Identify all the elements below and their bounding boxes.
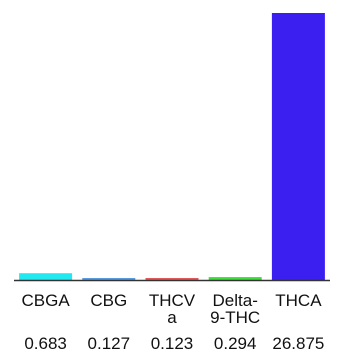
category-label-line: CBGA: [22, 291, 71, 310]
value-labels-group: 0.683 0.127 0.123 0.294 26.875: [24, 334, 324, 353]
category-label-line: THCV: [149, 291, 196, 310]
category-label-0: CBGA: [22, 291, 71, 310]
bar-4: [271, 13, 325, 280]
bar-0: [19, 273, 73, 280]
value-label-4: 26.875: [272, 334, 324, 353]
value-label-3: 0.294: [214, 334, 257, 353]
value-label-2: 0.123: [151, 334, 194, 353]
category-label-line: a: [167, 308, 177, 327]
value-label-1: 0.127: [88, 334, 131, 353]
category-labels-group: CBGA CBG THCV a Delta-9-THC THCA: [22, 291, 323, 327]
bar-2: [145, 278, 199, 280]
category-label-1: CBG: [90, 291, 127, 310]
category-label-3: Delta-9-THC: [210, 291, 260, 327]
category-label-4: THCA: [275, 291, 322, 310]
category-label-line: THCA: [275, 291, 322, 310]
category-label-2: THCV a: [149, 291, 196, 327]
category-label-line: Delta-: [213, 291, 258, 310]
value-label-0: 0.683: [24, 334, 67, 353]
bar-3: [208, 277, 262, 280]
bars-group: [19, 13, 325, 280]
bar-1: [82, 278, 136, 280]
category-label-line: 9-THC: [210, 308, 260, 327]
category-label-line: CBG: [90, 291, 127, 310]
